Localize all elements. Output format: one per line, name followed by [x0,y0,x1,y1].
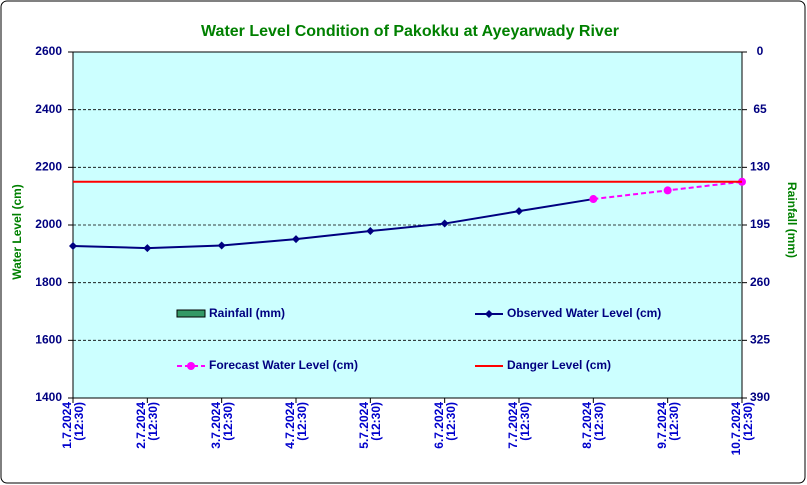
legend-label: Danger Level (cm) [507,358,611,372]
x-tick-label: 6.7.2024 (12:30) [431,402,458,449]
marker [440,219,449,228]
y-tick-label: 1400 [35,390,62,404]
y-tick-label: 1600 [35,333,62,347]
legend-label: Rainfall (mm) [209,306,285,320]
x-tick-label: 7.7.2024 (12:30) [506,402,532,449]
marker [187,362,195,370]
y-tick-label: 2000 [35,217,62,231]
y2-axis-label: Rainfall (mm) [785,182,799,258]
y2-tick-label: 390 [750,390,770,404]
y2-tick-label: 65 [753,102,767,116]
y2-tick-label: 130 [750,160,770,174]
x-tick-label: 8.7.2024 (12:30) [580,402,607,449]
y2-tick-label: 195 [750,217,770,231]
x-tick-label: 10.7.2024 (12:30) [729,402,755,456]
marker [515,207,523,216]
legend-swatch [176,309,206,318]
y2-tick-label: 0 [757,44,764,58]
marker [663,186,672,195]
y2-tick-label: 260 [750,275,770,289]
marker [485,310,493,318]
marker [589,195,598,204]
legend-label: Observed Water Level (cm) [507,306,661,320]
x-tick-label: 4.7.2024 (12:30) [283,402,309,449]
chart-title: Water Level Condition of Pakokku at Ayey… [201,23,619,40]
marker [366,227,375,236]
marker [143,244,152,253]
y-tick-label: 2600 [35,44,62,58]
x-tick-label: 2.7.2024 (12:30) [134,402,161,449]
y-tick-label: 2200 [35,160,62,174]
y-axis-label: Water Level (cm) [10,184,24,280]
y-tick-label: 2400 [35,102,62,116]
line [72,198,594,250]
marker [69,242,77,251]
x-tick-label: 3.7.2024 (12:30) [208,402,235,449]
marker [217,241,226,250]
marker [292,235,300,244]
legend-label: Forecast Water Level (cm) [209,358,358,372]
x-tick-label: 5.7.2024 (12:30) [357,402,384,449]
x-tick-label: 9.7.2024 (12:30) [654,402,681,449]
x-tick-label: 1.7.2024 (12:30) [60,402,86,449]
y-tick-label: 1800 [35,275,62,289]
y2-tick-label: 325 [750,333,770,347]
